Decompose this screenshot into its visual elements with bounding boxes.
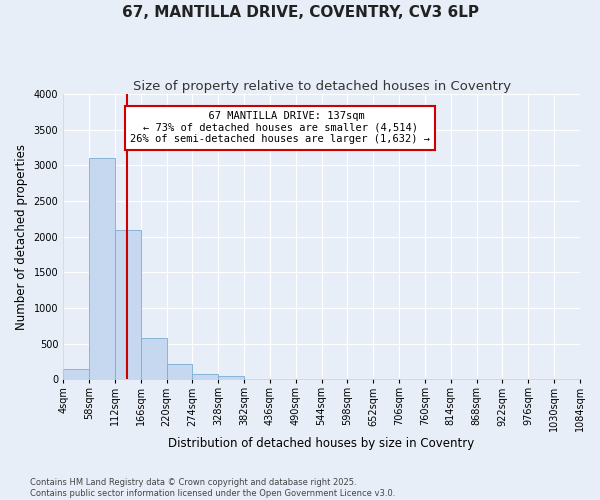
Title: Size of property relative to detached houses in Coventry: Size of property relative to detached ho… [133,80,511,93]
Bar [167,364,193,379]
Bar [89,158,115,379]
X-axis label: Distribution of detached houses by size in Coventry: Distribution of detached houses by size … [169,437,475,450]
Bar [218,376,244,379]
Bar [140,338,167,379]
Bar [115,230,140,379]
Text: 67 MANTILLA DRIVE: 137sqm
← 73% of detached houses are smaller (4,514)
26% of se: 67 MANTILLA DRIVE: 137sqm ← 73% of detac… [130,112,430,144]
Bar [193,374,218,379]
Text: Contains HM Land Registry data © Crown copyright and database right 2025.
Contai: Contains HM Land Registry data © Crown c… [30,478,395,498]
Bar [63,368,89,379]
Text: 67, MANTILLA DRIVE, COVENTRY, CV3 6LP: 67, MANTILLA DRIVE, COVENTRY, CV3 6LP [121,5,479,20]
Y-axis label: Number of detached properties: Number of detached properties [15,144,28,330]
